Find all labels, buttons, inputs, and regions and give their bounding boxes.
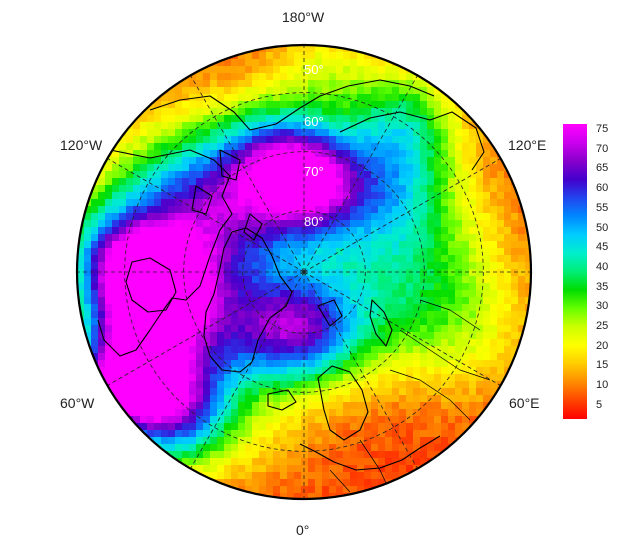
colorbar-tick-label: 45 [596, 241, 609, 254]
colorbar-tick-label: 50 [596, 221, 609, 234]
lon-label-60e: 60°E [509, 395, 540, 411]
lon-label-60w: 60°W [60, 395, 95, 411]
scandinavia-coast [317, 365, 369, 441]
colorbar-tick-label: 60 [596, 182, 609, 195]
colorbar-tick-label: 35 [596, 280, 609, 293]
canada-coast [97, 149, 233, 357]
hudson-bay-coast [125, 257, 177, 313]
arctic-islands [191, 149, 263, 241]
novaya-zemlya [369, 299, 393, 347]
coastlines [97, 79, 491, 497]
colorbar [563, 124, 587, 419]
bering-coast [149, 79, 435, 131]
europe-coast [299, 435, 441, 471]
latitude-label: 50° [304, 62, 324, 77]
colorbar-tick-label: 40 [596, 260, 609, 273]
latitude-label: 80° [304, 214, 324, 229]
borders [329, 299, 491, 497]
colorbar-tick-label: 30 [596, 300, 609, 313]
graticule [77, 45, 531, 499]
lon-label-120w: 120°W [60, 137, 103, 153]
colorbar-tick-label: 70 [596, 142, 609, 155]
colorbar-tick-label: 25 [596, 320, 609, 332]
colorbar-tick-label: 55 [596, 201, 609, 214]
colorbar-tick-label: 65 [596, 162, 609, 175]
latitude-label: 70° [304, 164, 324, 179]
colorbar-tick-label: 10 [596, 379, 609, 392]
svalbard [317, 299, 343, 327]
lon-label-120e: 120°E [508, 137, 547, 153]
iceland [267, 389, 297, 411]
lon-label-180w: 180°W [282, 9, 325, 25]
colorbar-tick-label: 20 [596, 339, 609, 352]
colorbar-tick-label: 75 [596, 123, 609, 135]
latitude-label: 60° [304, 114, 324, 129]
map-border [75, 43, 533, 501]
greenland-coast [203, 227, 293, 373]
colorbar-tick-label: 5 [596, 398, 603, 411]
lon-label-0: 0° [296, 522, 310, 538]
siberia-coast [339, 111, 485, 171]
colorbar-tick-label: 15 [596, 359, 609, 372]
latitude-labels: 50° 60° 70° 80° [304, 62, 324, 229]
